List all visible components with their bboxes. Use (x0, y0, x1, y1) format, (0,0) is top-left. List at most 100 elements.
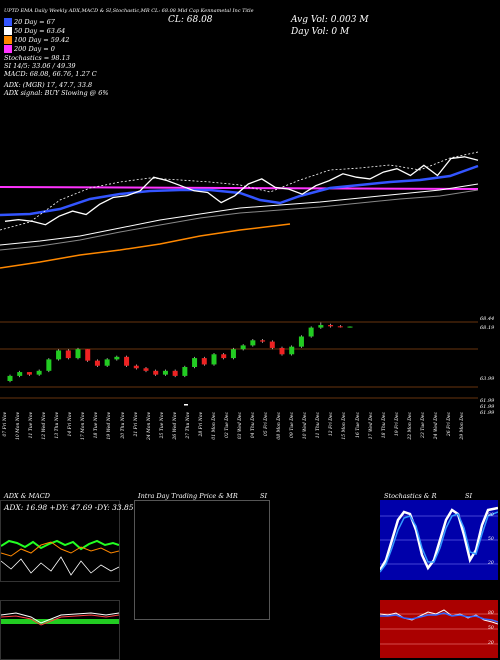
candle-body (192, 358, 198, 368)
candle-body (153, 370, 159, 375)
candle-body (114, 356, 120, 360)
candle-body (269, 341, 275, 348)
candle-body (85, 349, 91, 361)
date-axis: 07 Fri Nov 10 Mon Nov 11 Tue Nov 12 Wed Nov… (0, 412, 480, 440)
si-signal-line (380, 612, 498, 623)
ema20-label: 20 Day = 67 (14, 18, 55, 26)
candle-body (94, 360, 100, 366)
candle-body (211, 354, 217, 365)
adx-orange-line (1, 541, 119, 557)
price-label-6: 61.99 (480, 410, 495, 416)
stoch-k-line (380, 506, 498, 571)
si-axis-80: 80 (488, 611, 494, 616)
ema20-swatch (4, 18, 12, 26)
date-tick-label: 12 Fri Dec (329, 412, 335, 437)
date-tick-label: 24 Mon Nov (146, 412, 152, 440)
date-tick-label: 10 Wed Dec (303, 412, 309, 440)
candle-body (26, 372, 32, 375)
candle-body (260, 340, 266, 342)
price-label-2: 68.19 (480, 325, 495, 331)
date-tick-label: 18 Tue Nov (94, 412, 100, 439)
candle-body (56, 350, 62, 360)
macd-readout: MACD: 68.08, 66.76, 1.27 C (4, 70, 97, 78)
price-label-top: 68.44 (480, 316, 495, 322)
date-tick-label: 09 Tue Dec (290, 412, 296, 438)
candle-body (172, 370, 178, 376)
adx-white-line (1, 556, 119, 576)
candle-body (17, 372, 23, 376)
macd-panel (0, 600, 120, 660)
date-tick-label: 05 Fri Dec (264, 412, 270, 437)
date-tick-label: 04 Thu Dec (251, 412, 257, 439)
macd-line (1, 612, 119, 624)
adx-panel: ADX: 16.98 +DY: 47.69 -DY: 33.85 (0, 500, 134, 582)
date-tick-label: 25 Tue Nov (159, 412, 165, 439)
date-tick-label: 16 Tue Dec (355, 412, 361, 438)
stochastics-readout: Stochastics = 98.13 (4, 54, 70, 62)
date-tick-label: 11 Tue Nov (29, 412, 35, 439)
candle-body (230, 349, 236, 359)
date-tick-label: 19 Fri Dec (394, 412, 400, 437)
stoch-axis-80: 80 (488, 513, 494, 518)
date-tick-label: 02 Tue Dec (224, 412, 230, 438)
macd-signal-line (1, 614, 119, 626)
adx-panel-svg (1, 539, 119, 576)
low-marker (184, 404, 188, 406)
date-tick-label: 26 Fri Dec (446, 412, 452, 437)
intraday-panel-si: SI (260, 492, 268, 500)
stoch-panel-svg (380, 506, 498, 573)
date-tick-label: 07 Fri Nov (3, 412, 8, 437)
ema100-label: 100 Day = 59.42 (14, 36, 70, 44)
intraday-panel (134, 500, 270, 620)
ema100-swatch (4, 36, 12, 44)
date-tick-label: 22 Mon Dec (407, 412, 413, 440)
candle-body (201, 358, 207, 365)
intraday-panel-title: Intra Day Trading Price & MR (138, 492, 238, 500)
price-label-3: 63.99 (480, 376, 495, 382)
candle-body (133, 365, 139, 369)
candle-body (124, 356, 130, 366)
candle-body (75, 349, 81, 359)
ema50-swatch (4, 27, 12, 35)
adx-panel-title: ADX & MACD (4, 492, 50, 500)
date-tick-label: 17 Wed Dec (368, 412, 374, 440)
date-tick-label: 23 Tue Dec (420, 412, 426, 438)
date-tick-label: 19 Wed Nov (107, 412, 113, 440)
adx-signal-readout: ADX signal: BUY Slowing @ 6% (4, 89, 109, 97)
candle-body (104, 359, 110, 366)
adx-readout: ADX: (MGR) 17, 47.7, 33.8 (4, 81, 93, 89)
candle-body (182, 367, 188, 376)
stoch-panel: 80 50 20 (380, 500, 498, 580)
date-tick-label: 26 Wed Nov (172, 412, 178, 440)
date-tick-label: 27 Thu Nov (185, 412, 191, 439)
date-tick-label: 08 Mon Dec (277, 412, 283, 440)
candle-body (347, 326, 353, 328)
date-tick-label: 13 Thu Nov (55, 412, 61, 439)
date-tick-label: 10 Mon Nov (16, 412, 22, 440)
candle-body (279, 347, 285, 355)
candle-body (328, 325, 334, 327)
candle-body (7, 375, 13, 381)
candle-body (65, 350, 71, 359)
date-tick-label: 21 Fri Nov (133, 412, 139, 437)
close-price-polyline (4, 156, 479, 226)
price-label-4: 61.99 (480, 398, 495, 404)
candle-body (221, 354, 227, 359)
stoch-axis-20: 20 (488, 561, 494, 566)
candle-body (250, 340, 256, 346)
macd-histogram (1, 619, 119, 624)
ema200-label: 200 Day = 0 (14, 45, 55, 53)
date-tick-label: 14 Fri Nov (68, 412, 74, 437)
stoch-panel-si: SI (465, 492, 473, 500)
macd-panel-svg (1, 612, 119, 626)
ema50-label: 50 Day = 63.64 (14, 27, 66, 35)
candle-body (298, 336, 304, 347)
candle-body (318, 325, 324, 328)
date-tick-label: 01 Mon Dec (211, 412, 217, 440)
candle-body (289, 346, 295, 355)
candles (7, 322, 353, 383)
stoch-d-line (380, 511, 498, 573)
si-panel: 80 50 20 (380, 600, 498, 658)
date-tick-label: 03 Wed Dec (238, 412, 243, 440)
